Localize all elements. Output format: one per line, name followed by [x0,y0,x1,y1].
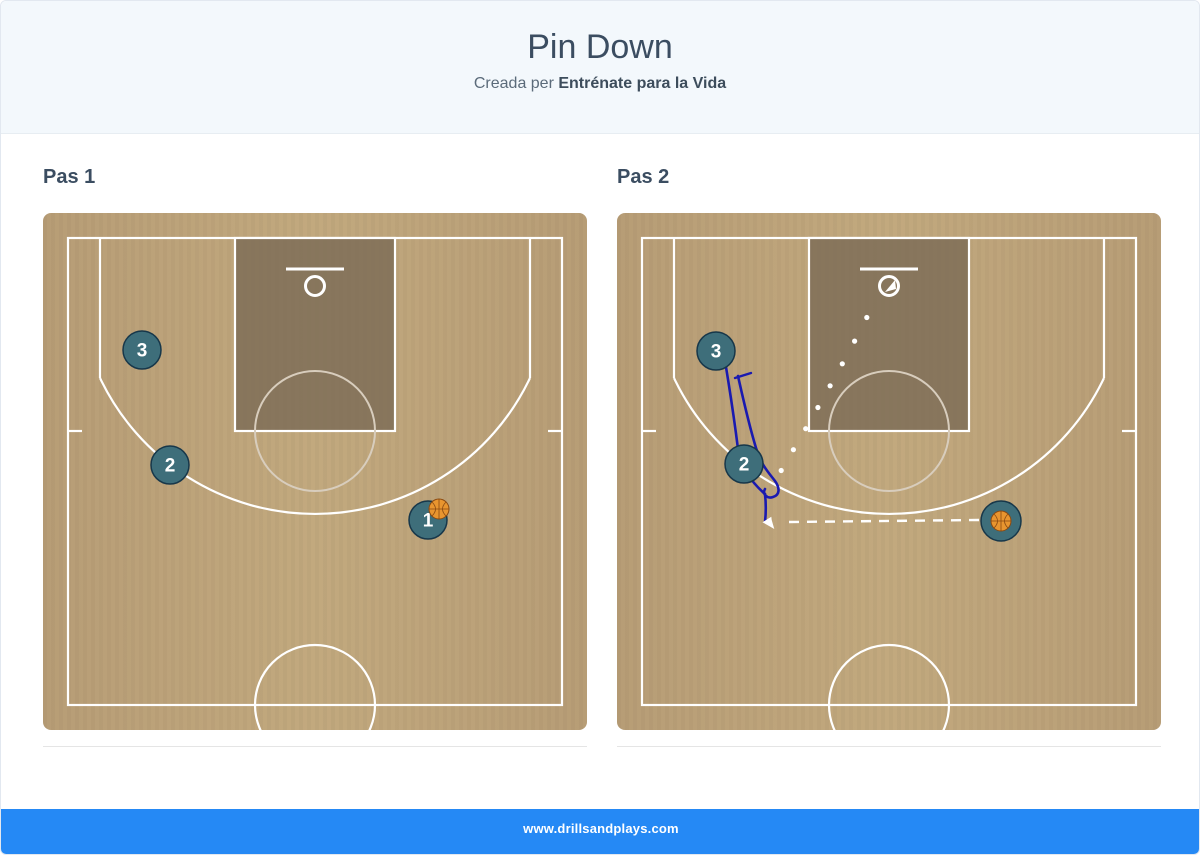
svg-text:3: 3 [711,342,722,363]
svg-text:2: 2 [165,456,176,477]
svg-text:3: 3 [137,341,148,362]
svg-text:2: 2 [739,455,750,476]
